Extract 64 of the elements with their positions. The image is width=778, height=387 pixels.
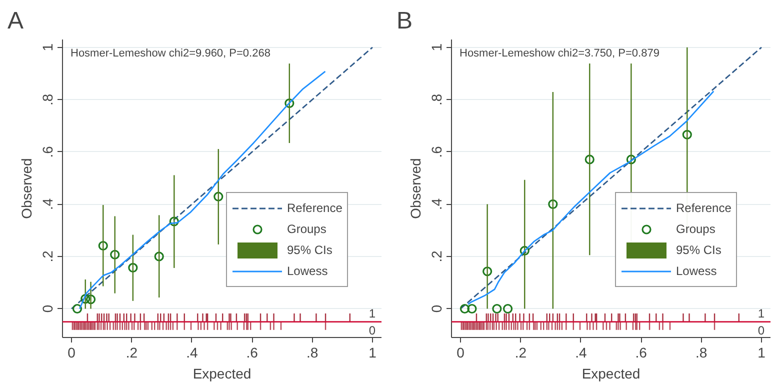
y-tick-label: .6 bbox=[40, 146, 56, 158]
legend-label: Lowess bbox=[676, 264, 717, 278]
chart-title: A bbox=[8, 8, 24, 34]
x-tick-label: 1 bbox=[758, 344, 766, 360]
x-tick-label: 0 bbox=[68, 344, 76, 360]
point bbox=[214, 192, 224, 202]
annotation: 1 bbox=[368, 306, 376, 320]
legend-label: Reference bbox=[676, 201, 732, 215]
y-tick-label: .4 bbox=[40, 198, 56, 210]
point bbox=[626, 154, 636, 164]
y-tick-label: .8 bbox=[40, 94, 56, 106]
point bbox=[86, 294, 96, 304]
point bbox=[460, 304, 470, 314]
x-tick-label: .2 bbox=[126, 344, 138, 360]
legend-label: Reference bbox=[287, 201, 342, 215]
point bbox=[467, 304, 477, 314]
annotation: Hosmer-Lemeshow chi2=3.750, P=0.879 bbox=[460, 48, 660, 60]
x-axis-title: Expected bbox=[582, 366, 640, 382]
y-tick-label: .6 bbox=[428, 146, 444, 158]
y-tick-label: .2 bbox=[428, 250, 444, 262]
x-tick-label: .8 bbox=[306, 344, 318, 360]
y-tick-label: .4 bbox=[428, 198, 444, 210]
y-axis-title: Observed bbox=[408, 158, 424, 219]
y-tick-label: .2 bbox=[40, 250, 56, 262]
point bbox=[548, 199, 558, 209]
legend-label: 95% CIs bbox=[287, 243, 332, 257]
x-tick-label: .4 bbox=[575, 344, 587, 360]
point bbox=[584, 154, 594, 164]
point bbox=[98, 240, 108, 251]
legend-label: Lowess bbox=[287, 264, 328, 278]
x-tick-label: 0 bbox=[456, 344, 465, 360]
legend-label: 95% CIs bbox=[676, 243, 722, 257]
point bbox=[284, 98, 294, 108]
x-tick-label: 1 bbox=[368, 344, 377, 360]
y-axis-title: Observed bbox=[18, 158, 34, 219]
legend-label: Groups bbox=[287, 222, 326, 236]
x-tick-label: .6 bbox=[246, 344, 258, 360]
y-tick-label: .8 bbox=[428, 94, 444, 106]
point bbox=[72, 304, 82, 314]
y-tick-label: 1 bbox=[428, 43, 444, 52]
point bbox=[492, 304, 502, 314]
point bbox=[80, 294, 90, 304]
point bbox=[154, 252, 164, 262]
x-axis-title: Expected bbox=[192, 366, 252, 382]
x-tick-label: .4 bbox=[186, 344, 198, 360]
x-tick-label: .6 bbox=[635, 344, 648, 360]
x-tick-label: .8 bbox=[695, 344, 708, 360]
annotation: Hosmer-Lemeshow chi2=9.960, P=0.268 bbox=[70, 48, 270, 60]
point bbox=[128, 262, 138, 272]
annotation: 0 bbox=[758, 323, 765, 338]
annotation: 0 bbox=[368, 323, 376, 338]
chart-title: B bbox=[396, 8, 413, 34]
legend-label: Groups bbox=[676, 222, 716, 236]
y-tick-label: 1 bbox=[40, 43, 56, 52]
point bbox=[169, 216, 179, 226]
point bbox=[110, 250, 120, 260]
annotation: 1 bbox=[758, 306, 765, 320]
x-tick-label: .2 bbox=[514, 344, 527, 360]
point bbox=[520, 246, 530, 256]
y-tick-label: 0 bbox=[40, 304, 56, 313]
point bbox=[682, 130, 692, 140]
y-tick-label: 0 bbox=[428, 304, 444, 313]
point bbox=[502, 304, 513, 314]
point bbox=[482, 266, 492, 276]
